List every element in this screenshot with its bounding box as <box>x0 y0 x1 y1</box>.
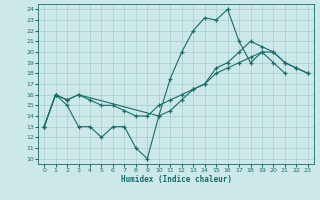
X-axis label: Humidex (Indice chaleur): Humidex (Indice chaleur) <box>121 175 231 184</box>
